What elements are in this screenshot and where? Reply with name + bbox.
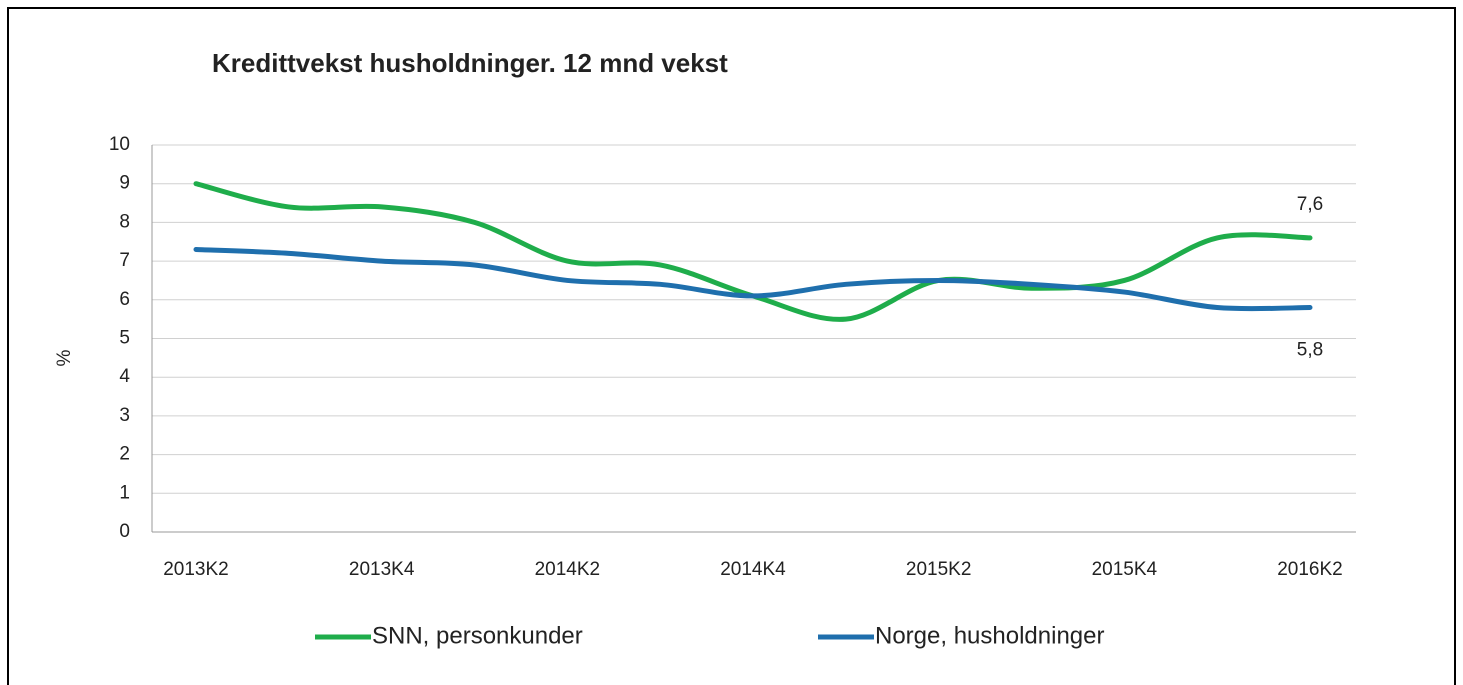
x-tick-label: 2015K2	[906, 559, 972, 580]
x-tick-label: 2014K4	[720, 559, 786, 580]
y-tick-label: 6	[119, 289, 130, 310]
x-tick-label: 2015K4	[1092, 559, 1158, 580]
legend-label: Norge, husholdninger	[875, 622, 1105, 649]
line	[193, 181, 1313, 322]
frame	[7, 7, 1456, 685]
line	[193, 246, 1313, 312]
y-tick-label: 7	[119, 250, 130, 271]
y-axis-label: %	[54, 349, 75, 366]
y-tick-label: 5	[119, 328, 130, 349]
y-tick-label: 1	[119, 482, 130, 503]
legend-label: SNN, personkunder	[372, 622, 583, 649]
x-tick-label: 2014K2	[535, 559, 601, 580]
x-tick-label: 2013K4	[349, 559, 415, 580]
y-tick-label: 0	[119, 521, 130, 542]
y-tick-label: 3	[119, 405, 130, 426]
x-tick-label: 2016K2	[1277, 559, 1343, 580]
y-tick-label: 9	[119, 173, 130, 194]
y-tick-label: 10	[109, 134, 130, 155]
y-tick-label: 8	[119, 211, 130, 232]
chart-title: Kredittvekst husholdninger. 12 mnd vekst	[212, 48, 728, 78]
y-tick-label: 2	[119, 444, 130, 465]
data-label: 7,6	[1297, 194, 1323, 215]
y-tick-label: 4	[119, 366, 130, 387]
x-tick-label: 2013K2	[163, 559, 229, 580]
data-label: 5,8	[1297, 340, 1323, 361]
